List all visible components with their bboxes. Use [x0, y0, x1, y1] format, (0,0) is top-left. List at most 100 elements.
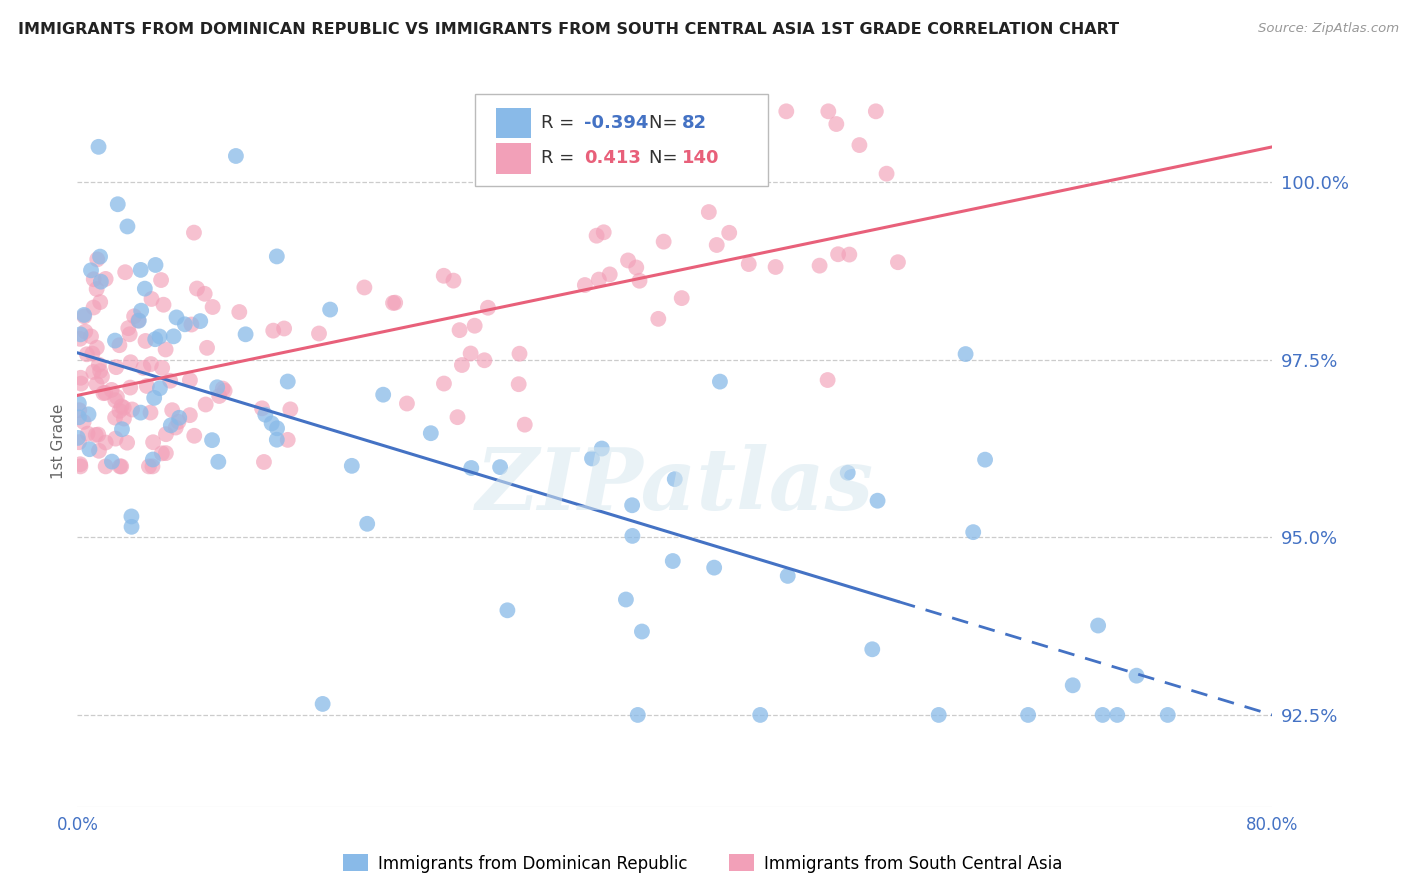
Text: 82: 82 — [682, 114, 707, 132]
Point — [66, 431, 89, 445]
Point — [120, 509, 142, 524]
Point — [1062, 678, 1084, 692]
Point — [382, 296, 405, 310]
Point — [765, 260, 787, 274]
Point — [703, 560, 725, 574]
Point — [100, 383, 122, 397]
Point — [195, 341, 218, 355]
Point — [775, 104, 797, 119]
Point — [150, 446, 173, 460]
Point — [228, 305, 250, 319]
Point — [69, 459, 91, 474]
Point — [266, 433, 288, 447]
Point — [72, 415, 94, 429]
Point — [89, 364, 111, 378]
Point — [129, 406, 152, 420]
Text: Source: ZipAtlas.com: Source: ZipAtlas.com — [1258, 22, 1399, 36]
Point — [628, 274, 651, 288]
Point — [508, 377, 530, 392]
Point — [706, 238, 728, 252]
Point — [94, 385, 117, 400]
Point — [89, 295, 111, 310]
Point — [155, 446, 177, 460]
Point — [449, 323, 471, 337]
FancyBboxPatch shape — [475, 95, 768, 186]
Point — [80, 329, 103, 343]
Point — [356, 516, 378, 531]
Point — [69, 371, 91, 385]
Point — [105, 360, 128, 375]
Point — [110, 400, 132, 414]
Point — [273, 321, 295, 335]
Point — [599, 268, 621, 282]
Point — [80, 263, 103, 277]
Point — [614, 592, 637, 607]
Point — [152, 298, 174, 312]
Point — [115, 435, 138, 450]
Point — [508, 347, 530, 361]
Point — [718, 226, 741, 240]
Point — [827, 247, 849, 261]
Point — [67, 396, 90, 410]
Point — [211, 382, 233, 396]
Point — [122, 310, 145, 324]
Point — [155, 427, 177, 442]
Point — [446, 410, 468, 425]
Point — [112, 401, 135, 415]
Point — [179, 373, 201, 387]
Point — [194, 286, 217, 301]
Point — [489, 460, 512, 475]
Point — [592, 225, 614, 239]
Point — [1017, 708, 1039, 723]
Point — [280, 402, 302, 417]
Point — [443, 274, 465, 288]
Point — [581, 451, 603, 466]
Point — [460, 346, 482, 360]
Text: N=: N= — [648, 114, 683, 132]
Point — [225, 149, 247, 163]
Point — [340, 458, 363, 473]
Point — [82, 365, 104, 379]
Point — [186, 281, 208, 295]
Point — [104, 432, 127, 446]
Point — [808, 259, 831, 273]
Point — [254, 408, 277, 422]
Point — [166, 310, 188, 325]
Point — [955, 347, 977, 361]
Point — [353, 280, 375, 294]
Point — [201, 433, 224, 447]
Point — [205, 380, 228, 394]
Point — [588, 272, 610, 286]
Point — [277, 433, 299, 447]
Point — [76, 347, 98, 361]
Point — [201, 300, 224, 314]
Point — [837, 466, 859, 480]
Point — [138, 459, 160, 474]
Point — [73, 308, 96, 322]
Point — [69, 332, 91, 346]
Point — [661, 554, 683, 568]
Point — [180, 318, 202, 332]
Point — [433, 268, 456, 283]
Point — [117, 321, 139, 335]
FancyBboxPatch shape — [496, 108, 531, 138]
Point — [107, 197, 129, 211]
Point — [165, 420, 187, 434]
Point — [183, 226, 205, 240]
Point — [110, 459, 132, 474]
Point — [477, 301, 499, 315]
Point — [928, 708, 950, 723]
Point — [451, 358, 474, 372]
Point — [253, 455, 276, 469]
Text: R =: R = — [541, 149, 581, 168]
Point — [876, 167, 898, 181]
Point — [1107, 708, 1129, 723]
Point — [585, 228, 607, 243]
Point — [167, 415, 190, 429]
Point — [84, 428, 107, 442]
Point — [474, 353, 496, 368]
Point — [118, 327, 141, 342]
Point — [709, 375, 731, 389]
Point — [277, 375, 299, 389]
Point — [671, 291, 693, 305]
